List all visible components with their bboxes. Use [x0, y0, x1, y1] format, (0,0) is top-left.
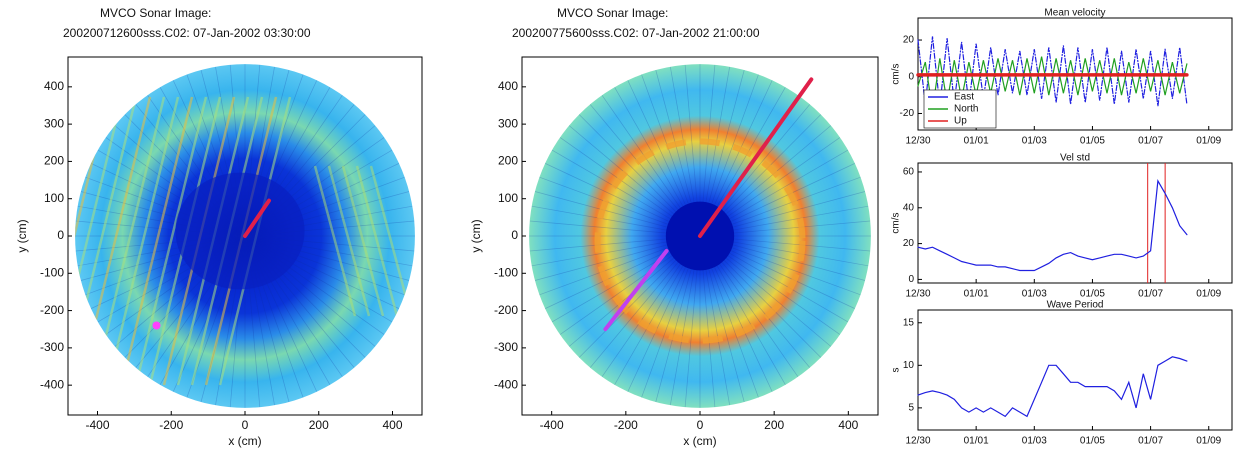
y-axis-label: y (cm)	[15, 219, 29, 252]
legend-label: North	[954, 104, 978, 115]
chart-title: Mean velocity	[1044, 8, 1105, 19]
panel: Mean velocity 12/30 01/01 01/03 01/05 01/07 01…	[891, 8, 1233, 147]
chart-title: Wave Period	[1047, 300, 1104, 311]
x-tick-label: 200	[309, 418, 329, 432]
x-tick-label: 12/30	[905, 289, 930, 300]
x-tick-label: 01/09	[1196, 436, 1221, 447]
y-tick-label: 100	[498, 191, 518, 205]
x-tick-label: 01/01	[964, 289, 989, 300]
ripple	[341, 165, 385, 317]
x-tick-label: 0	[242, 418, 249, 432]
y-tick-label: 20	[903, 238, 915, 249]
x-tick-label: 01/07	[1138, 289, 1163, 300]
x-tick-label: 01/07	[1138, 436, 1163, 447]
x-tick-label: 01/05	[1080, 289, 1105, 300]
y-tick-label: 300	[498, 116, 518, 130]
x-tick-label: 01/05	[1080, 136, 1105, 147]
y-tick-label: -200	[494, 303, 518, 317]
x-tick-label: 01/09	[1196, 136, 1221, 147]
y-tick-label: 5	[908, 403, 914, 414]
plot-area	[917, 162, 1233, 284]
x-tick-label: 01/07	[1138, 136, 1163, 147]
y-tick-label: -400	[494, 377, 518, 391]
y-tick-label: -20	[900, 108, 915, 119]
y-tick-label: -200	[40, 303, 64, 317]
ripple	[120, 96, 194, 386]
ripple	[327, 165, 371, 317]
x-tick-label: 12/30	[905, 136, 930, 147]
ripple	[106, 96, 180, 386]
x-tick-label: 400	[382, 418, 402, 432]
x-tick-label: -200	[159, 418, 183, 432]
x-tick-label: 01/01	[964, 136, 989, 147]
series-line	[917, 356, 1188, 418]
panel: MVCO Sonar Image: 200200775600sss.C02: 07…	[469, 6, 879, 448]
x-tick-label: 400	[838, 418, 858, 432]
y-tick-label: 100	[44, 191, 64, 205]
ripple	[313, 165, 357, 317]
ripple	[369, 165, 413, 317]
y-tick-label: 0	[57, 228, 64, 242]
legend-label: Up	[954, 116, 967, 127]
y-tick-label: 0	[511, 228, 518, 242]
x-tick-label: 200	[764, 418, 784, 432]
y-tick-label: 200	[498, 154, 518, 168]
panel: MVCO Sonar Image: 200200712600sss.C02: 07…	[15, 6, 423, 448]
y-tick-label: 400	[498, 79, 518, 93]
chart-title: MVCO Sonar Image:	[100, 6, 211, 20]
y-tick-label: 0	[908, 274, 914, 285]
x-tick-label: 01/03	[1022, 436, 1047, 447]
y-tick-label: 0	[908, 71, 914, 82]
y-axis-label: s	[891, 368, 902, 373]
y-tick-label: -300	[494, 340, 518, 354]
y-tick-label: 60	[903, 167, 915, 178]
x-tick-label: 01/09	[1196, 289, 1221, 300]
x-tick-label: 01/03	[1022, 136, 1047, 147]
y-tick-label: 40	[903, 202, 915, 213]
x-tick-label: 12/30	[905, 436, 930, 447]
ripple	[355, 165, 399, 317]
y-tick-label: 20	[903, 35, 915, 46]
ripple	[75, 96, 124, 386]
y-tick-label: -100	[494, 265, 518, 279]
chart-title: MVCO Sonar Image:	[557, 6, 668, 20]
x-tick-label: 01/05	[1080, 436, 1105, 447]
x-tick-label: 01/01	[964, 436, 989, 447]
chart-title: Vel std	[1060, 153, 1090, 164]
ripple	[134, 96, 208, 386]
y-tick-label: 300	[44, 116, 64, 130]
x-axis-label: x (cm)	[228, 434, 261, 448]
series-line	[698, 77, 814, 238]
x-tick-label: -200	[614, 418, 638, 432]
core	[175, 172, 305, 290]
panel: Wave Period 12/30 01/01 01/03 01/05 01/07 01/0…	[891, 300, 1233, 447]
x-tick-label: 01/03	[1022, 289, 1047, 300]
y-tick-label: 10	[903, 360, 915, 371]
y-axis-label: y (cm)	[469, 219, 483, 252]
series-line	[603, 248, 669, 332]
y-tick-label: 15	[903, 317, 915, 328]
chart-subtitle: 200200712600sss.C02: 07-Jan-2002 03:30:0…	[63, 26, 311, 40]
y-tick-label: -400	[40, 377, 64, 391]
point	[152, 321, 161, 330]
ring	[594, 138, 806, 344]
series-line	[243, 198, 271, 238]
panel: Vel std 12/30 01/01 01/03 01/05 01/07 01/09 0 20…	[891, 153, 1233, 300]
y-tick-label: -300	[40, 340, 64, 354]
x-tick-label: -400	[85, 418, 109, 432]
x-tick-label: 0	[697, 418, 704, 432]
y-tick-label: -100	[40, 265, 64, 279]
y-axis-label: cm/s	[891, 212, 902, 233]
x-axis-label: x (cm)	[683, 434, 716, 448]
series-line	[917, 178, 1188, 272]
chart-subtitle: 200200775600sss.C02: 07-Jan-2002 21:00:0…	[512, 26, 760, 40]
y-tick-label: 400	[44, 79, 64, 93]
plot-area	[917, 309, 1233, 431]
legend-label: East	[954, 92, 974, 103]
x-tick-label: -400	[540, 418, 564, 432]
y-tick-label: 200	[44, 154, 64, 168]
texture	[75, 64, 415, 408]
y-axis-label: cm/s	[891, 63, 902, 84]
